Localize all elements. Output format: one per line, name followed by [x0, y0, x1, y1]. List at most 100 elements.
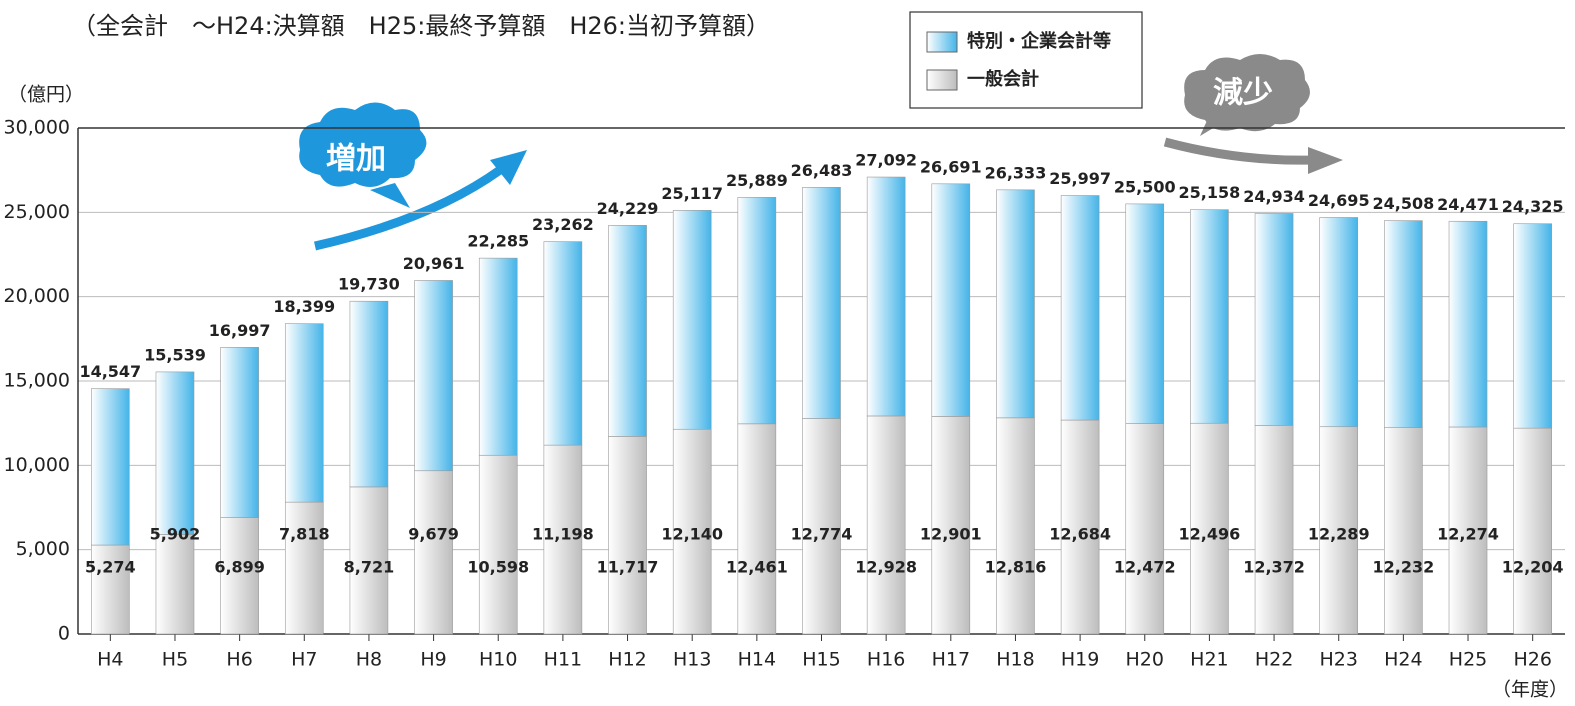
general-value-label: 10,598 [467, 558, 529, 577]
y-tick-label: 30,000 [4, 117, 70, 139]
bar-segment [608, 225, 647, 437]
bar-segment [1254, 213, 1294, 426]
decrease-annotation: 減少 [1163, 54, 1343, 174]
bar-segment [155, 371, 195, 535]
x-tick-label: H13 [673, 649, 711, 671]
bar-segment [414, 470, 453, 635]
bar-segment [1448, 426, 1488, 635]
x-tick-label: H18 [996, 649, 1034, 671]
x-tick-label: H16 [867, 649, 905, 671]
bar-segment [1190, 422, 1229, 635]
total-value-label: 24,695 [1308, 191, 1370, 210]
general-value-label: 6,899 [214, 558, 265, 577]
total-value-label: 24,508 [1372, 194, 1434, 213]
total-value-label: 25,889 [726, 171, 788, 190]
x-tick-label: H10 [479, 649, 517, 671]
x-tick-label: H23 [1319, 649, 1357, 671]
y-tick-label: 0 [58, 623, 70, 645]
bar-segment [220, 517, 259, 635]
x-tick-label: H5 [162, 649, 188, 671]
total-value-label: 24,325 [1502, 197, 1564, 216]
total-value-label: 19,730 [338, 275, 400, 294]
x-tick-label: H24 [1384, 649, 1422, 671]
total-value-label: 26,691 [920, 157, 982, 176]
bar-segment [1060, 419, 1100, 635]
x-tick-label: H25 [1449, 649, 1487, 671]
general-value-label: 12,472 [1114, 558, 1176, 577]
total-value-label: 20,961 [403, 254, 465, 273]
total-value-label: 24,471 [1437, 195, 1499, 214]
y-tick-label: 20,000 [4, 285, 70, 307]
x-tick-label: H26 [1513, 649, 1551, 671]
bar-segment [672, 210, 712, 430]
bar-segment [996, 417, 1035, 635]
x-tick-label: H7 [291, 649, 317, 671]
bar-segment [931, 416, 971, 635]
total-value-label: 25,500 [1114, 177, 1176, 196]
total-value-label: 25,158 [1179, 183, 1241, 202]
general-value-label: 8,721 [344, 558, 395, 577]
bar-segment [1384, 220, 1423, 428]
bar-segment [478, 454, 518, 635]
bar-segment [802, 187, 841, 419]
bar-segment [1384, 427, 1423, 635]
x-tick-label: H21 [1190, 649, 1228, 671]
bar-segment [91, 388, 130, 546]
general-value-label: 12,496 [1179, 525, 1241, 544]
bar-segment [737, 423, 777, 635]
bar-segment [220, 347, 259, 518]
bar-segment [1190, 209, 1229, 424]
total-value-label: 22,285 [467, 232, 529, 251]
y-tick-label: 10,000 [4, 454, 70, 476]
annotation: 増加 [326, 142, 386, 177]
bar-segment [349, 486, 389, 635]
general-value-label: 12,204 [1502, 558, 1564, 577]
total-value-label: 26,333 [985, 163, 1047, 182]
general-value-label: 12,684 [1049, 525, 1111, 544]
bar-segment [284, 323, 324, 503]
x-tick-label: H22 [1255, 649, 1293, 671]
bar-segment [1448, 220, 1488, 428]
total-value-label: 24,934 [1243, 187, 1305, 206]
bar-segment [1513, 223, 1552, 429]
x-tick-label: H17 [932, 649, 970, 671]
general-value-label: 5,902 [150, 525, 201, 544]
bar-segment [931, 183, 971, 417]
y-tick-label: 5,000 [16, 538, 70, 560]
general-value-label: 12,232 [1372, 558, 1434, 577]
general-value-label: 12,274 [1437, 525, 1499, 544]
x-tick-label: H15 [802, 649, 840, 671]
x-tick-label: H20 [1126, 649, 1164, 671]
x-tick-label: H9 [420, 649, 446, 671]
general-value-label: 12,816 [985, 558, 1047, 577]
bar-segment [802, 418, 841, 635]
increase-annotation: 増加 [299, 102, 527, 251]
x-axis-label: （年度） [1492, 679, 1568, 701]
bar-segment [996, 189, 1035, 419]
general-value-label: 12,928 [855, 558, 917, 577]
y-tick-label: 25,000 [4, 201, 70, 223]
general-value-label: 12,372 [1243, 558, 1305, 577]
general-value-label: 12,774 [791, 525, 853, 544]
total-value-label: 16,997 [209, 321, 271, 340]
annotation: 減少 [1213, 76, 1273, 111]
bar-segment [1125, 203, 1165, 424]
x-tick-label: H14 [738, 649, 776, 671]
bar-segment [1319, 426, 1359, 635]
general-value-label: 12,289 [1308, 525, 1370, 544]
general-value-label: 9,679 [408, 525, 459, 544]
total-value-label: 14,547 [79, 362, 141, 381]
x-tick-label: H19 [1061, 649, 1099, 671]
bar-segment [1513, 427, 1552, 635]
bar-segment [1060, 195, 1100, 421]
total-value-label: 18,399 [273, 297, 335, 316]
bar-segment [1254, 425, 1294, 635]
chart-title: （全会計 ～H24:決算額 H25:最終予算額 H26:当初予算額） [72, 12, 770, 40]
total-value-label: 15,539 [144, 345, 206, 364]
bar-segment [1319, 217, 1359, 428]
x-tick-label: H8 [356, 649, 382, 671]
general-value-label: 12,140 [661, 525, 723, 544]
x-tick-label: H11 [544, 649, 582, 671]
total-value-label: 26,483 [791, 161, 853, 180]
